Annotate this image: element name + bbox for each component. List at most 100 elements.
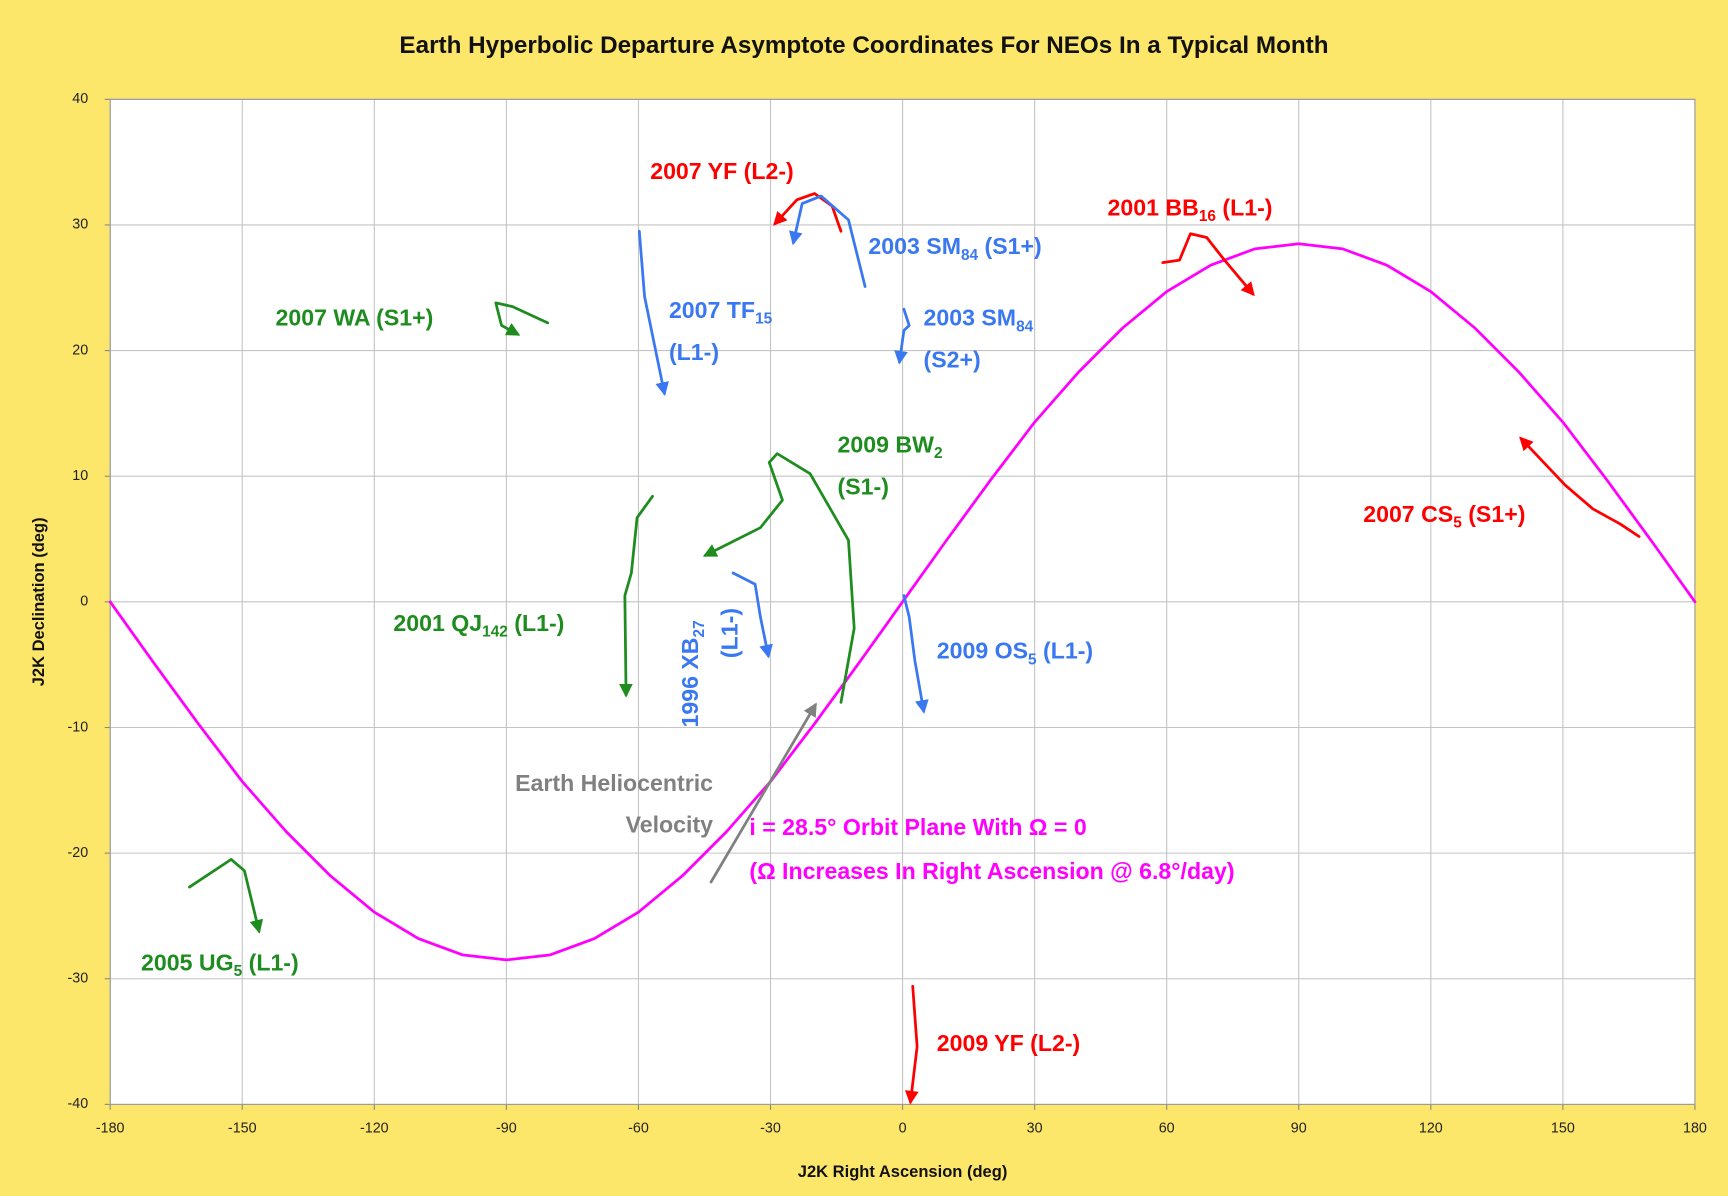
label-text: i = 28.5° Orbit Plane With Ω = 0 <box>749 814 1086 840</box>
series-line <box>619 494 654 698</box>
label-text: 2009 BW <box>838 432 935 458</box>
label-text: Velocity <box>626 812 714 838</box>
subscript: 84 <box>961 247 979 264</box>
y-tick-label: -20 <box>67 845 88 861</box>
annotation: 2007 CS5 (S1+) <box>1363 501 1525 532</box>
y-tick-label: -30 <box>67 971 88 987</box>
label-text: (L1-) <box>1216 195 1273 221</box>
label-text: 2003 SM <box>924 305 1017 331</box>
x-tick-label: 90 <box>1291 1120 1307 1136</box>
x-tick-label: -30 <box>760 1120 781 1136</box>
label-text: 2007 WA (S1+) <box>276 305 434 331</box>
annotation: (L1-) <box>669 339 719 365</box>
x-tick-label: -150 <box>228 1120 257 1136</box>
label-text: 2003 SM <box>868 233 961 259</box>
label-text: 2009 YF (L2-) <box>937 1030 1081 1056</box>
label-text: 2009 OS <box>937 638 1028 664</box>
subscript: 84 <box>1016 319 1034 336</box>
series-line <box>1519 436 1641 538</box>
subscript: 2 <box>934 445 943 462</box>
subscript: 5 <box>234 963 243 980</box>
annotation: 2007 YF (L2-) <box>650 158 794 184</box>
annotation: (L1-) <box>717 608 743 658</box>
annotation: 2005 UG5 (L1-) <box>141 950 299 981</box>
annotation: 1996 XB27 <box>677 620 708 727</box>
x-tick-label: 30 <box>1027 1120 1043 1136</box>
y-tick-label: 40 <box>72 91 88 107</box>
annotation: 2007 WA (S1+) <box>276 305 434 331</box>
label-text: 2001 QJ <box>393 610 482 636</box>
series-line <box>904 984 919 1105</box>
label-text: (Ω Increases In Right Ascension @ 6.8°/d… <box>749 858 1234 884</box>
label-text: (L1-) <box>1037 638 1094 664</box>
x-tick-label: 120 <box>1419 1120 1443 1136</box>
label-text: (S1+) <box>978 233 1042 259</box>
label-text: 1996 XB <box>677 637 703 727</box>
series-line <box>773 192 843 233</box>
series-line <box>789 194 867 288</box>
x-axis-title: J2K Right Ascension (deg) <box>798 1162 1008 1181</box>
x-tick-label: -180 <box>96 1120 125 1136</box>
annotation: Velocity <box>626 812 714 838</box>
subscript: 27 <box>691 620 708 637</box>
chart-title: Earth Hyperbolic Departure Asymptote Coo… <box>399 32 1328 59</box>
subscript: 142 <box>482 624 508 641</box>
labels: i = 28.5° Orbit Plane With Ω = 0 (Ω Incre… <box>141 158 1525 1056</box>
x-tick-label: -120 <box>360 1120 389 1136</box>
y-tick-label: 10 <box>72 468 88 484</box>
series-line <box>188 858 264 934</box>
y-tick-label: 0 <box>80 594 88 610</box>
label-text: 2007 CS <box>1363 501 1453 527</box>
x-tick-label: 180 <box>1683 1120 1707 1136</box>
label-text: (S1+) <box>1462 501 1526 527</box>
annotation: 2001 QJ142 (L1-) <box>393 610 564 641</box>
x-tick-label: 0 <box>899 1120 907 1136</box>
label-text: Earth Heliocentric <box>515 770 713 796</box>
annotation: 2001 BB16 (L1-) <box>1108 195 1273 226</box>
annotation: 2007 TF15 <box>669 297 773 328</box>
series-line <box>637 229 669 397</box>
annotation: 2003 SM84 (S1+) <box>868 233 1041 264</box>
annotation: 2009 OS5 (L1-) <box>937 638 1093 669</box>
annotation: (S1-) <box>838 473 889 499</box>
annotation: (Ω Increases In Right Ascension @ 6.8°/d… <box>749 858 1234 884</box>
label-text: 2007 TF <box>669 297 755 323</box>
series-line <box>894 307 911 365</box>
annotation: i = 28.5° Orbit Plane With Ω = 0 <box>749 814 1086 840</box>
label-text: (S1-) <box>838 473 889 499</box>
series-line <box>709 702 817 884</box>
subscript: 16 <box>1199 208 1217 225</box>
label-text: (L1-) <box>242 950 299 976</box>
annotation: (S2+) <box>924 347 981 373</box>
series-line <box>731 571 773 659</box>
label-text: 2007 YF (L2-) <box>650 158 794 184</box>
annotation: 2003 SM84 <box>924 305 1034 336</box>
label-text: 2005 UG <box>141 950 234 976</box>
series-line <box>1161 232 1255 297</box>
annotation: 2009 BW2 <box>838 432 943 463</box>
x-tick-label: 150 <box>1551 1120 1575 1136</box>
series-line <box>702 452 856 704</box>
y-tick-label: 20 <box>72 342 88 358</box>
series-line <box>902 594 929 714</box>
y-tick-label: 30 <box>72 217 88 233</box>
y-axis-title: J2K Declination (deg) <box>29 517 48 686</box>
series-line <box>108 242 1697 962</box>
label-text: (L1-) <box>508 610 565 636</box>
subscript: 5 <box>1453 515 1462 532</box>
annotation: 2009 YF (L2-) <box>937 1030 1081 1056</box>
label-text: (S2+) <box>924 347 981 373</box>
label-text: (L1-) <box>717 608 743 658</box>
x-tick-label: -90 <box>496 1120 517 1136</box>
series-line <box>494 301 550 336</box>
x-tick-label: -60 <box>628 1120 649 1136</box>
marks <box>108 192 1697 1105</box>
x-tick-label: 60 <box>1159 1120 1175 1136</box>
annotation: Earth Heliocentric <box>515 770 713 796</box>
label-text: 2001 BB <box>1108 195 1199 221</box>
subscript: 5 <box>1028 651 1037 668</box>
subscript: 15 <box>755 311 773 328</box>
label-text: (L1-) <box>669 339 719 365</box>
